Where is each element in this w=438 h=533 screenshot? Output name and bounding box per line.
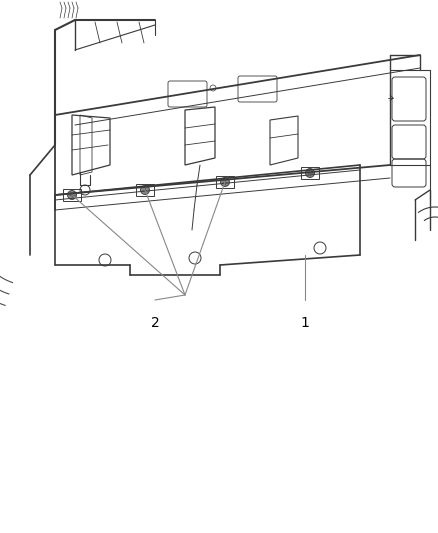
Circle shape: [141, 185, 149, 195]
Circle shape: [220, 177, 230, 187]
Text: 2: 2: [151, 316, 159, 330]
Circle shape: [305, 168, 314, 177]
Text: 1: 1: [300, 316, 309, 330]
Circle shape: [67, 190, 77, 199]
